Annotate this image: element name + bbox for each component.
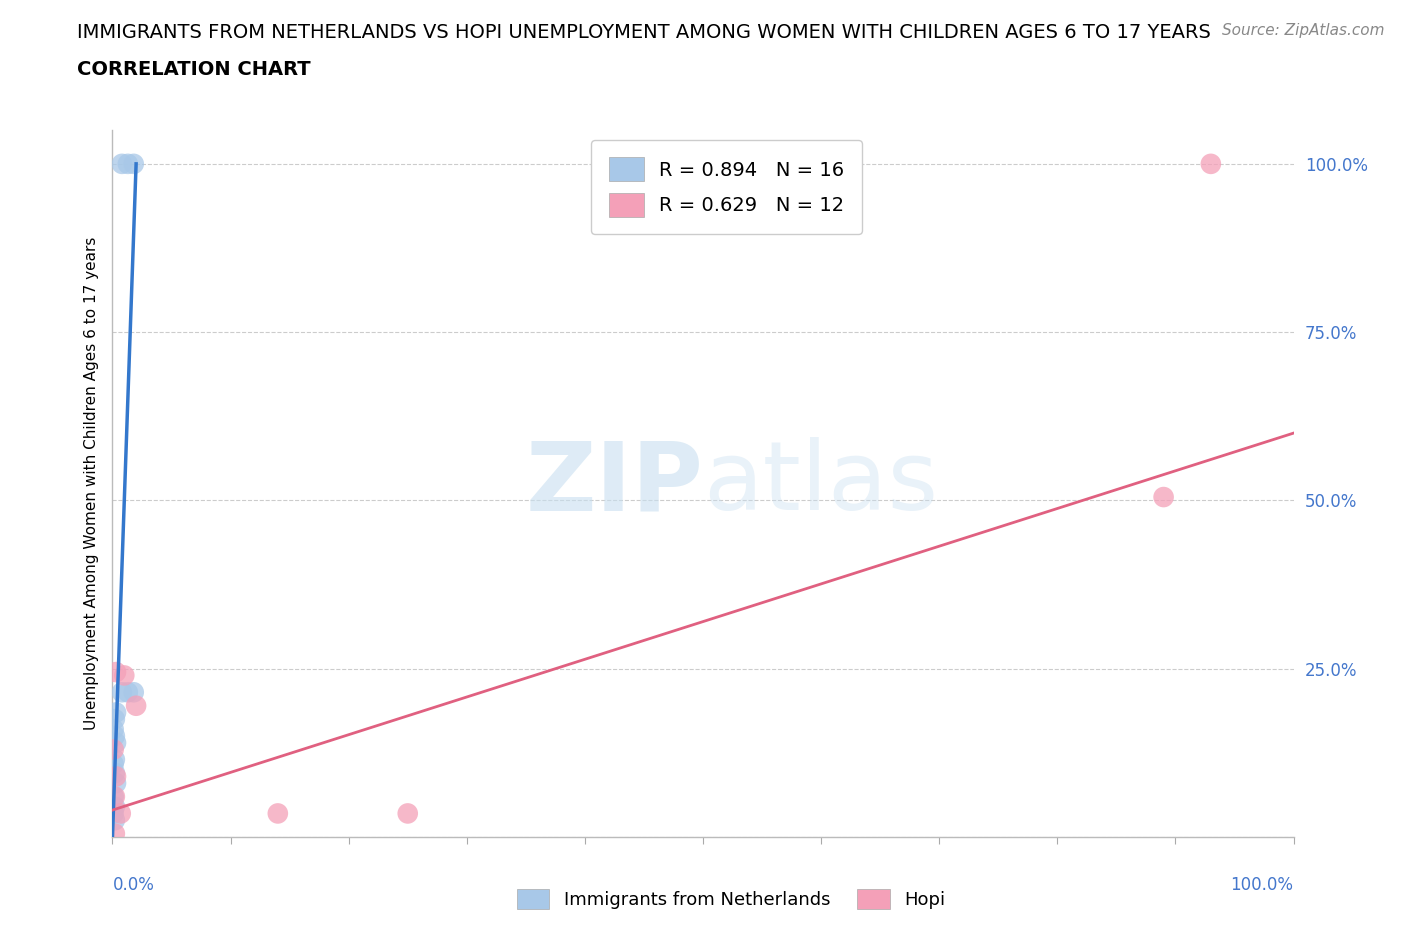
Text: IMMIGRANTS FROM NETHERLANDS VS HOPI UNEMPLOYMENT AMONG WOMEN WITH CHILDREN AGES : IMMIGRANTS FROM NETHERLANDS VS HOPI UNEM…: [77, 23, 1211, 42]
Legend: R = 0.894   N = 16, R = 0.629   N = 12: R = 0.894 N = 16, R = 0.629 N = 12: [592, 140, 862, 234]
Text: ZIP: ZIP: [524, 437, 703, 530]
Point: [117, 156, 139, 171]
Point: [117, 684, 139, 699]
Point: [1199, 156, 1222, 171]
Text: 100.0%: 100.0%: [1230, 876, 1294, 894]
Point: [103, 806, 125, 821]
Point: [111, 684, 134, 699]
Point: [104, 728, 127, 743]
Text: CORRELATION CHART: CORRELATION CHART: [77, 60, 311, 79]
Text: atlas: atlas: [703, 437, 938, 530]
Point: [103, 790, 125, 804]
Point: [104, 813, 127, 828]
Point: [103, 742, 125, 757]
Point: [125, 698, 148, 713]
Text: 0.0%: 0.0%: [112, 876, 155, 894]
Y-axis label: Unemployment Among Women with Children Ages 6 to 17 years: Unemployment Among Women with Children A…: [83, 237, 98, 730]
Point: [112, 668, 135, 683]
Point: [105, 776, 128, 790]
Point: [110, 806, 132, 821]
Point: [104, 752, 127, 767]
Point: [105, 769, 128, 784]
Legend: Immigrants from Netherlands, Hopi: Immigrants from Netherlands, Hopi: [509, 882, 953, 916]
Point: [1153, 489, 1175, 504]
Point: [111, 156, 134, 171]
Text: Source: ZipAtlas.com: Source: ZipAtlas.com: [1222, 23, 1385, 38]
Point: [104, 790, 127, 804]
Point: [105, 736, 128, 751]
Point: [105, 705, 128, 720]
Point: [396, 806, 419, 821]
Point: [104, 765, 127, 780]
Point: [104, 711, 127, 726]
Point: [103, 722, 125, 737]
Point: [104, 826, 127, 841]
Point: [105, 665, 128, 680]
Point: [122, 684, 145, 699]
Point: [104, 799, 127, 814]
Point: [122, 156, 145, 171]
Point: [103, 757, 125, 772]
Point: [267, 806, 290, 821]
